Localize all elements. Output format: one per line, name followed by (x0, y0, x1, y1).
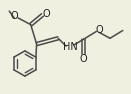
Text: HN: HN (62, 42, 77, 52)
Text: O: O (95, 25, 103, 34)
Text: O: O (80, 54, 87, 64)
Text: O: O (43, 9, 50, 19)
Text: O: O (10, 11, 18, 21)
